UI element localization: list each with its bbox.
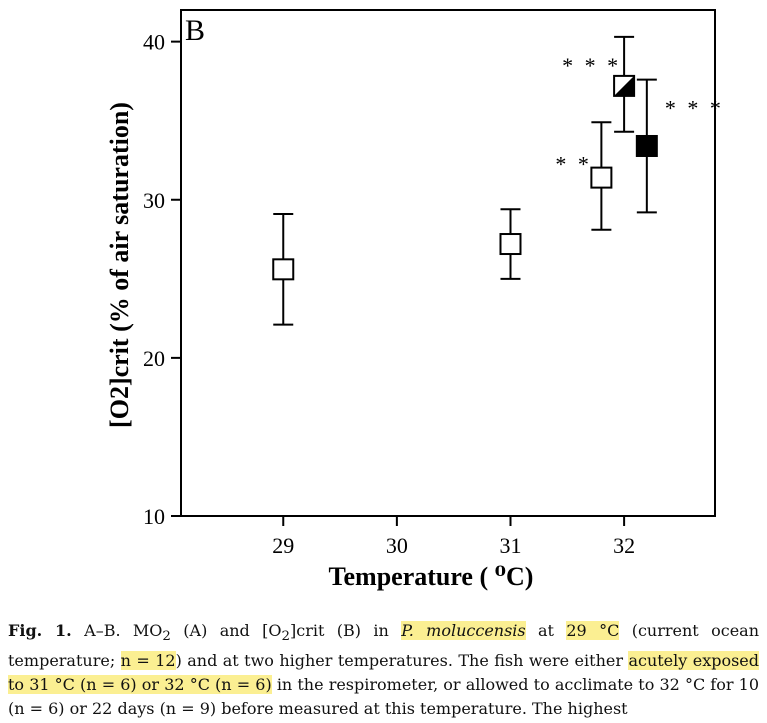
- figure-caption: Fig. 1. A–B. MO2 (A) and [O2]crit (B) in…: [8, 619, 760, 721]
- caption-text-7: in the respirometer, or allowed to accli…: [8, 675, 759, 719]
- y-tick-label: 30: [143, 188, 165, 213]
- y-axis-ticks: 10 20 30 40: [143, 30, 181, 529]
- filled-square-marker: [635, 134, 658, 157]
- panel-label: B: [185, 14, 205, 47]
- significance-stars: * * *: [562, 53, 621, 78]
- caption-species: P. moluccensis: [401, 621, 526, 640]
- y-tick-label: 40: [143, 30, 165, 55]
- caption-text-2: (A) and [O: [170, 621, 282, 640]
- caption-text-4: at: [525, 621, 567, 640]
- significance-stars: * * *: [665, 96, 724, 121]
- x-tick-label: 32: [613, 533, 635, 558]
- caption-sub-2: 2: [281, 629, 290, 645]
- caption-sub-1: 2: [162, 629, 171, 645]
- caption-text-5: (current ocean temperature;: [8, 621, 760, 671]
- caption-text-6: ) and at two higher temperatures. The fi…: [175, 651, 629, 671]
- data-points: * * * * * * * *: [272, 35, 724, 326]
- y-axis-title: [O2]crit (% of air saturation): [105, 102, 134, 428]
- caption-fig-label: Fig. 1.: [8, 621, 72, 640]
- x-tick-label: 29: [272, 533, 294, 558]
- open-square-marker: [499, 233, 522, 256]
- x-axis-title: Temperature ( ⁰C): [329, 562, 534, 591]
- y-tick-label: 10: [143, 504, 165, 529]
- open-square-marker: [272, 258, 295, 281]
- plot-frame: [180, 9, 716, 517]
- half-filled-square-fill: [614, 75, 635, 96]
- caption-text-1: A–B. MO: [71, 621, 163, 640]
- y-tick-label: 20: [143, 346, 165, 371]
- caption-text-3: ]crit (B) in: [290, 621, 402, 640]
- caption-n-12: n = 12: [120, 651, 176, 671]
- x-tick-label: 31: [499, 533, 521, 558]
- x-axis-ticks: 29 30 31 32: [272, 516, 635, 558]
- significance-stars: * *: [555, 152, 592, 177]
- x-tick-label: 30: [386, 533, 408, 558]
- chart-panel-b: B 10 20 30 40 29 30 31 32 * * * * * * * * [O2]cr…: [105, 9, 724, 591]
- open-square-marker: [590, 166, 613, 189]
- caption-temp-29: 29 °C: [566, 621, 620, 640]
